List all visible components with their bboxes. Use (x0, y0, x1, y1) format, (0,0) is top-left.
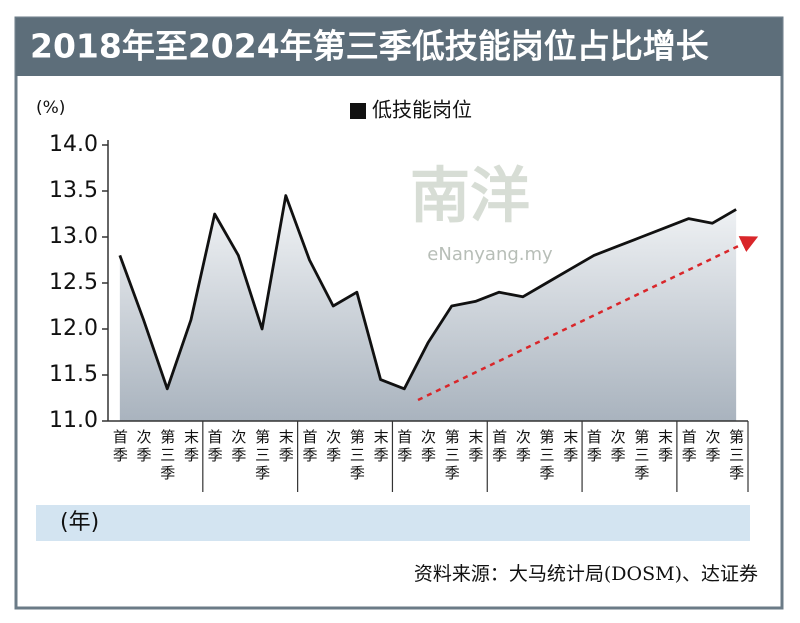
source: 资料来源：大马统计局(DOSM)、达证券 (414, 563, 758, 585)
x-tick-label: 首季 (490, 429, 508, 465)
title-band (16, 18, 782, 76)
x-tick-label: 末季 (656, 429, 674, 465)
x-tick-label: 首季 (680, 429, 698, 465)
x-tick-label: 第三季 (538, 428, 556, 483)
y-tick-label: 11.0 (49, 408, 98, 433)
watermark: eNanyang.my (427, 244, 553, 265)
area (119, 195, 737, 421)
x-tick-label: 第三季 (253, 428, 271, 483)
x-tick-label: 末季 (372, 429, 390, 465)
x-tick-label: 末季 (277, 429, 295, 465)
legend-label: 低技能岗位 (372, 98, 472, 122)
x-tick-label: 末季 (182, 429, 200, 465)
x-tick-label: 次季 (514, 429, 532, 465)
y-tick-label: 12.5 (49, 270, 98, 295)
plot: 11.011.512.012.513.013.514.0首季 次季 第三季 末季 首季次… (49, 132, 749, 541)
x-tick-label: 第三季 (348, 428, 366, 483)
x-tick-label: 首季 (300, 429, 318, 465)
x-axis-label: (年) (60, 510, 99, 535)
x-tick-label: 第三季 (632, 428, 650, 483)
y-tick-label: 13.0 (49, 224, 98, 249)
chart-title: 2018年至2024年第三季低技能岗位占比增长 (30, 27, 709, 66)
x-tick-label: 首季 (395, 429, 413, 465)
line (118, 194, 737, 391)
x-tick-label: 次季 (419, 429, 437, 465)
x-tick-label: 次季 (703, 429, 721, 465)
y-tick-label: 14.0 (49, 132, 98, 157)
y-tick-label: 12.0 (49, 316, 98, 341)
x-tick-label: 次季 (229, 429, 247, 465)
x-tick-label: 次季 (324, 429, 342, 465)
x-tick-label: 首季 (585, 429, 603, 465)
trend-arrow (417, 236, 759, 402)
x-tick-label: 次季 (609, 429, 627, 465)
x-tick-label: 第三季 (158, 428, 176, 483)
y-axis-label: (%) (36, 98, 65, 118)
x-tick-label: 次季 (135, 429, 153, 465)
x-tick-label: 首季 (111, 429, 129, 465)
x-tick-label: 末季 (561, 429, 579, 465)
y-tick-label: 11.5 (49, 362, 98, 387)
year-band (36, 505, 750, 541)
watermark: 南洋 (410, 162, 530, 232)
x-tick-label: 第三季 (443, 428, 461, 483)
legend-swatch (350, 103, 366, 119)
x-tick-label: 第三季 (727, 428, 745, 483)
x-tick-label: 末季 (466, 429, 484, 465)
y-tick-label: 13.5 (49, 178, 98, 203)
x-tick-label: 首季 (206, 429, 224, 465)
